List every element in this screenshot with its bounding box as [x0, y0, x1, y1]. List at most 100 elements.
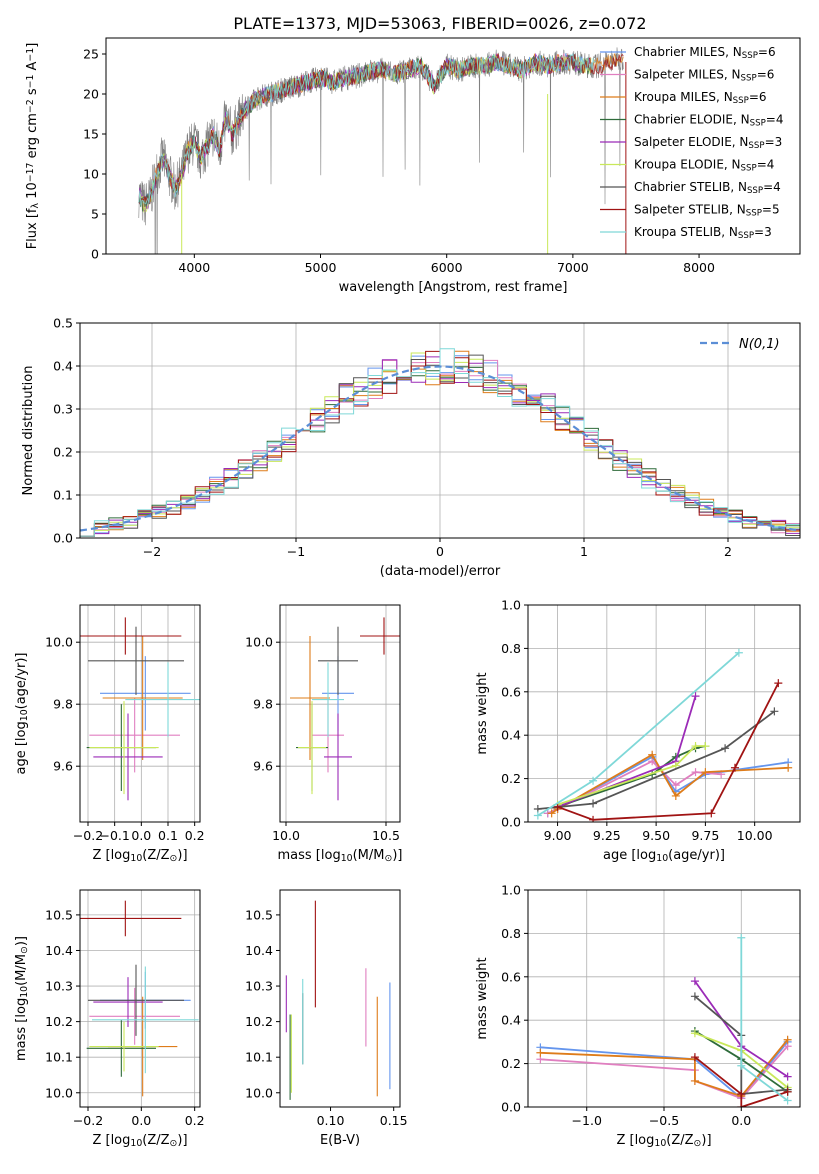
mass-weight-point — [784, 763, 793, 772]
x-tick-label: −1.0 — [572, 1113, 602, 1128]
mass-weight-point — [737, 1103, 746, 1107]
y-tick-label: 0.4 — [53, 359, 73, 374]
z-weight-panel: −1.0 −0.5 0.0 0.0 0.2 0.4 0.6 0.8 1.0 Z [log10(Z/… — [475, 883, 801, 1149]
x-axis-label: E(B-V) — [320, 1133, 360, 1148]
axes-frame: 9.00 9.25 9.50 9.75 10.00 0.0 0.2 0.4 0.6 0.8 1.0 a… — [475, 598, 801, 864]
y-tick-label: 10.4 — [45, 943, 73, 958]
mass-weight-point — [671, 791, 680, 800]
spectrum-legend: Chabrier MILES, NSSP=6 Salpeter MILES, NS… — [600, 45, 783, 241]
y-tick-label: 0.8 — [501, 641, 521, 656]
y-tick-label: 10.3 — [245, 979, 273, 994]
x-tick-label: 0.15 — [380, 1113, 408, 1128]
mass-weight-point — [737, 1089, 746, 1098]
plot-area — [536, 933, 792, 1107]
x-tick-label: −0.2 — [73, 828, 103, 843]
spectrum-panel: 4000 5000 6000 7000 8000 0 5 10 15 20 25 wavelength… — [25, 37, 801, 295]
y-tick-label: 1.0 — [501, 883, 521, 898]
x-tick-label: 9.50 — [642, 828, 670, 843]
y-tick-label: 10 — [83, 167, 99, 182]
mass-weight-point — [701, 742, 710, 751]
mass-age-panel: 10.0 10.5 9.6 9.8 10.0 mass [log10(M/M⊙)] — [245, 604, 403, 864]
mass-weight-point — [770, 707, 779, 716]
axes-border — [79, 604, 201, 823]
y-tick-label: 10.0 — [245, 1085, 273, 1100]
mass-weight-point — [783, 1072, 792, 1081]
mass-weight-point — [589, 776, 598, 785]
mass-weight-line — [537, 710, 775, 810]
mass-weight-point — [547, 809, 556, 818]
mass-weight-line — [557, 682, 780, 821]
y-tick-label: 10.3 — [45, 979, 73, 994]
y-tick-label: 0.4 — [501, 728, 521, 743]
plot-area — [285, 900, 391, 1100]
mass-weight-point — [783, 1035, 792, 1044]
ebv-mass-panel: 0.10 0.15 10.0 10.1 10.2 10.3 10.4 10.5 E(B-V) — [245, 889, 408, 1148]
x-tick-label: 0.10 — [317, 1113, 345, 1128]
x-tick-label: 0.0 — [131, 1113, 151, 1128]
mass-weight-point — [589, 815, 598, 822]
x-tick-label: 0.1 — [158, 828, 178, 843]
plot-area — [290, 617, 400, 801]
axes-frame: −0.2−0.1 0.0 0.1 0.2 9.6 9.8 10.0 Z [log10(Z/Z⊙… — [14, 604, 205, 864]
x-axis-label: Z [log10(Z/Z⊙)] — [616, 1133, 711, 1149]
y-tick-label: 0.5 — [53, 316, 73, 331]
y-tick-label: 0.8 — [501, 926, 521, 941]
y-tick-label: 9.6 — [53, 759, 73, 774]
y-axis-label: Normed distribution — [21, 366, 36, 496]
mass-weight-point — [671, 781, 680, 790]
y-tick-label: 0.4 — [501, 1013, 521, 1028]
y-axis-label: mass weight — [475, 672, 490, 754]
z-age-panel: −0.2−0.1 0.0 0.1 0.2 9.6 9.8 10.0 Z [log10(Z/Z⊙… — [14, 604, 205, 864]
plot-area — [80, 348, 800, 538]
legend-entry: Chabrier STELIB, NSSP=4 — [634, 180, 781, 196]
mass-weight-point — [690, 992, 699, 1001]
mass-weight-point — [533, 811, 542, 820]
y-tick-label: 10.5 — [245, 907, 273, 922]
axes-frame: 10.0 10.5 9.6 9.8 10.0 mass [log10(M/M⊙)] — [245, 604, 403, 864]
x-tick-label: 7000 — [557, 260, 589, 275]
y-tick-label: 10.2 — [245, 1014, 273, 1029]
model-fit-line — [138, 52, 596, 206]
y-tick-label: 0.0 — [53, 531, 73, 546]
x-tick-label: 0.0 — [131, 828, 151, 843]
y-axis-label: mass [log10(M/M⊙)] — [14, 936, 30, 1061]
y-axis-label: Flux [fλ 10−17 erg cm−2 s−1 A−1] — [25, 43, 42, 250]
mass-weight-point — [536, 1048, 545, 1057]
x-axis-label: mass [log10(M/M⊙)] — [278, 848, 403, 864]
plot-area — [80, 900, 199, 1097]
x-tick-label: 10.00 — [737, 828, 773, 843]
gaussian-reference-curve — [80, 365, 800, 532]
x-tick-label: 5000 — [305, 260, 337, 275]
mass-weight-point — [690, 1053, 699, 1062]
axes-border — [105, 37, 801, 255]
x-tick-label: −2 — [143, 544, 161, 559]
mass-weight-point — [589, 799, 598, 808]
mass-weight-point — [707, 809, 716, 818]
axes-border — [79, 889, 201, 1108]
histogram-step — [80, 348, 800, 538]
y-tick-label: 0.1 — [53, 488, 73, 503]
mass-weight-point — [730, 763, 739, 772]
y-tick-label: 0.2 — [53, 445, 73, 460]
y-tick-label: 0.6 — [501, 684, 521, 699]
x-tick-label: 4000 — [178, 260, 210, 275]
mass-weight-point — [737, 1061, 746, 1070]
mass-weight-point — [690, 1029, 699, 1038]
y-tick-label: 0.2 — [501, 771, 521, 786]
plot-area — [80, 617, 200, 801]
x-tick-label: 0 — [436, 544, 444, 559]
x-tick-label: 0.2 — [185, 828, 205, 843]
y-tick-label: 10.5 — [45, 907, 73, 922]
y-tick-label: 0.6 — [501, 969, 521, 984]
observed-spectrum — [138, 47, 624, 254]
mass-weight-point — [648, 750, 657, 759]
y-tick-label: 9.8 — [253, 697, 273, 712]
mass-weight-point — [783, 1087, 792, 1096]
legend-entry: Salpeter STELIB, NSSP=5 — [634, 203, 780, 219]
axes-border — [279, 604, 401, 823]
mass-weight-line — [694, 1056, 788, 1107]
y-tick-label: 10.1 — [45, 1050, 73, 1065]
x-tick-label: 0.2 — [185, 1113, 205, 1128]
mass-weight-point — [690, 1076, 699, 1085]
